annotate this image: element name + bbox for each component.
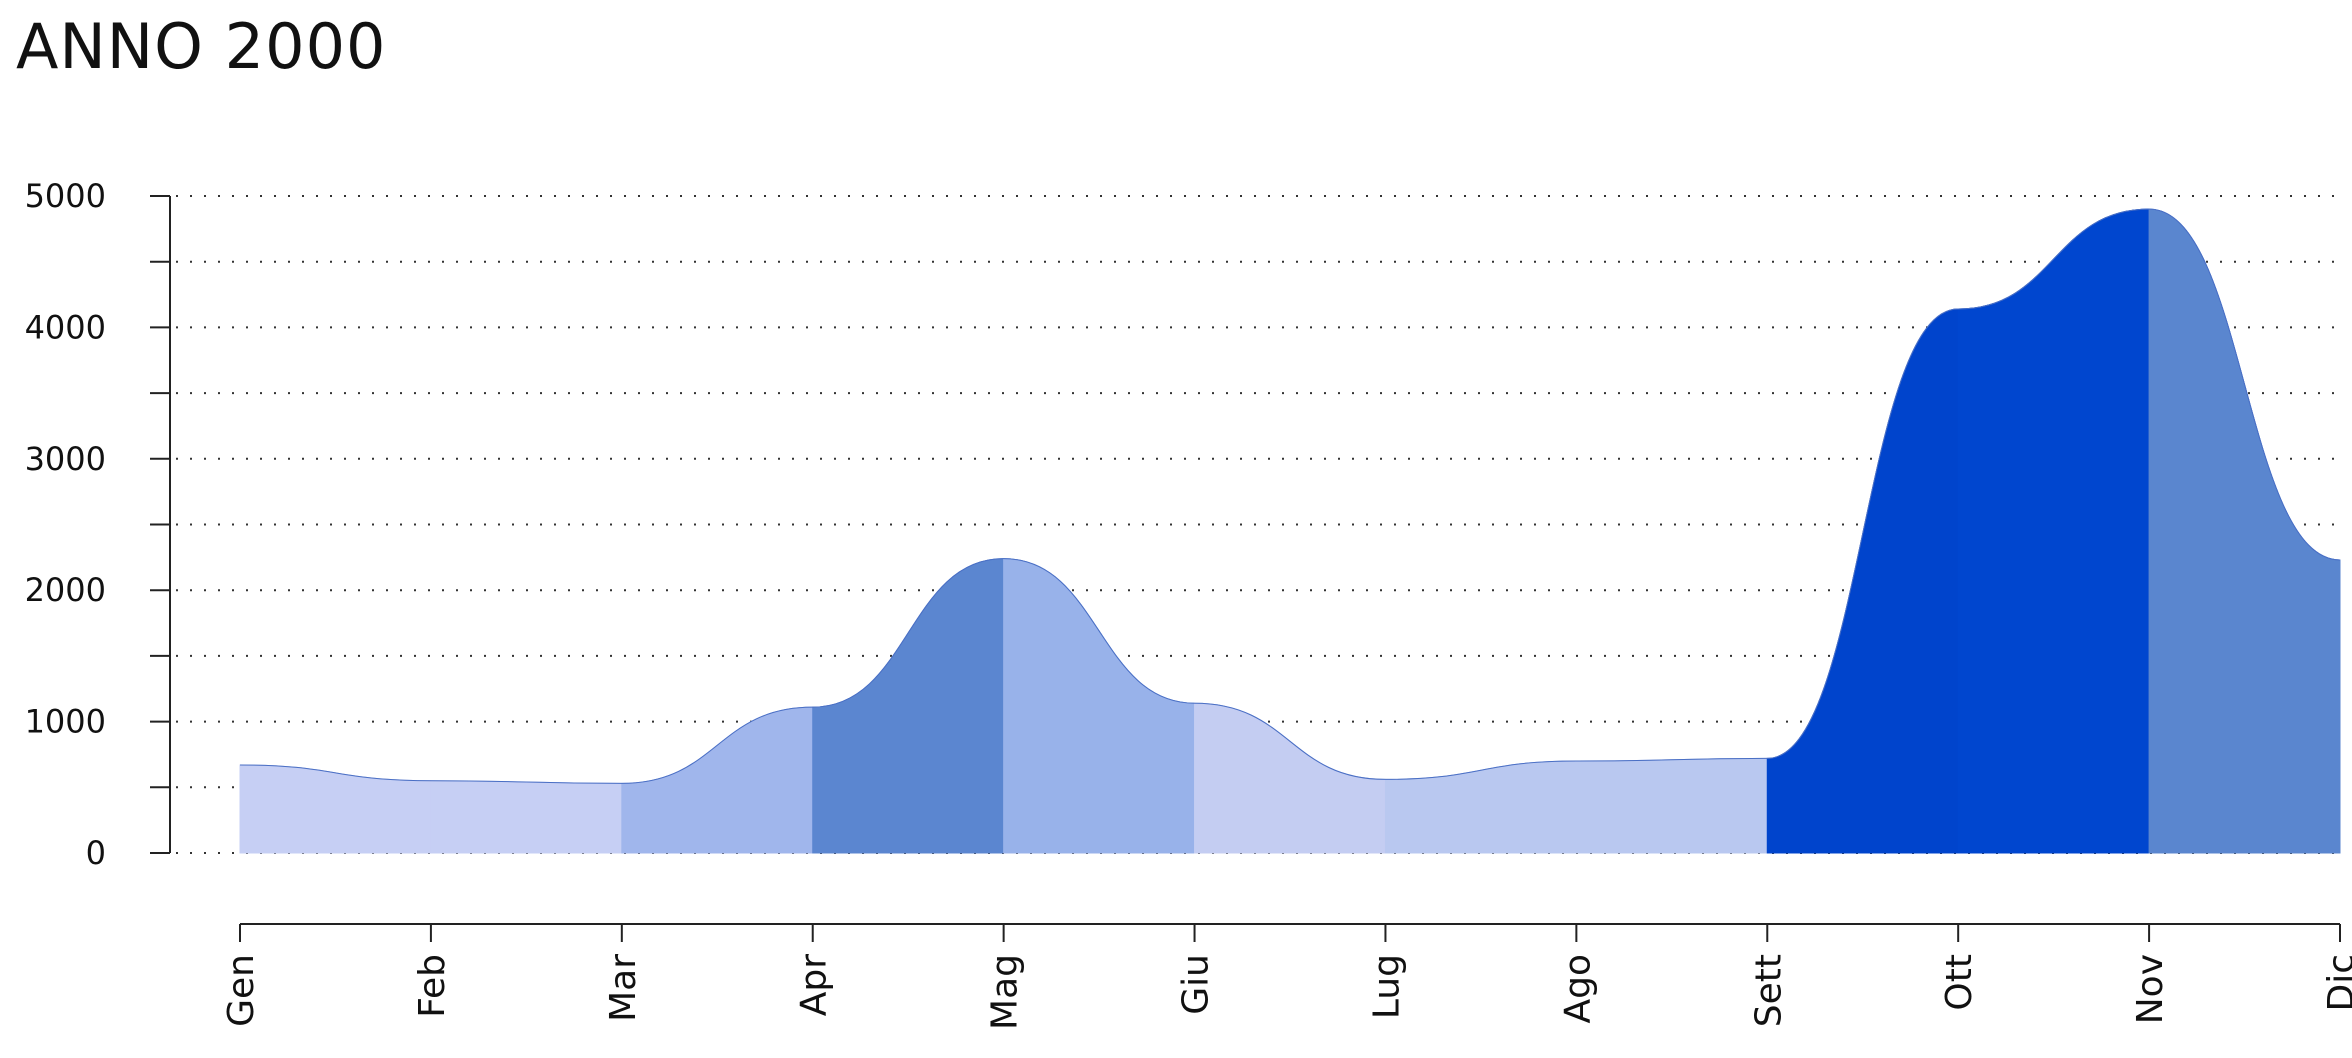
x-tick-label: Giu xyxy=(1176,954,1217,1015)
y-tick-label: 4000 xyxy=(25,308,106,346)
y-tick-label: 0 xyxy=(86,834,106,872)
area-series-dic xyxy=(2148,208,2341,854)
x-tick-label: Mag xyxy=(985,954,1026,1030)
y-tick-label: 2000 xyxy=(25,571,106,609)
y-axis: 0 1000 2000 3000 4000 5000 xyxy=(25,177,171,872)
x-tick-label: Dic xyxy=(2321,954,2352,1012)
y-tick-label: 3000 xyxy=(25,440,106,478)
x-tick-label: Feb xyxy=(412,954,453,1018)
x-tick-label: Ago xyxy=(1557,954,1598,1024)
area-series-group xyxy=(239,208,2341,854)
x-tick-label: Nov xyxy=(2130,954,2171,1024)
x-axis: Gen Feb Mar Apr Mag Giu Lug Ago Sett Ott Nov Dic xyxy=(221,923,2352,1030)
x-tick-label: Ott xyxy=(1939,954,1980,1011)
x-tick-label: Lug xyxy=(1366,954,1407,1019)
total-envelope-line xyxy=(239,208,2341,784)
x-tick-label: Gen xyxy=(221,954,262,1027)
chart-title: ANNO 2000 xyxy=(16,10,387,83)
x-tick-label: Mar xyxy=(603,954,644,1022)
x-tick-label: Apr xyxy=(794,954,835,1016)
y-tick-label: 5000 xyxy=(25,177,106,215)
x-tick-label: Sett xyxy=(1748,954,1789,1027)
y-tick-label: 1000 xyxy=(25,703,106,741)
